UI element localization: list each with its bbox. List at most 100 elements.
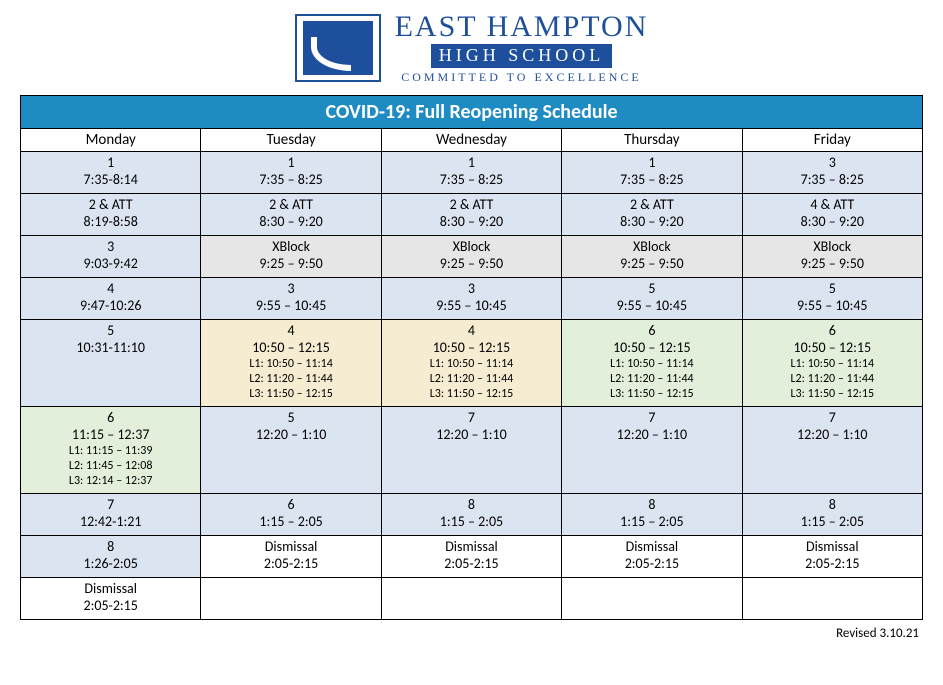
- schedule-cell: 39:55 – 10:45: [381, 277, 561, 319]
- school-motto: COMMITTED TO EXCELLENCE: [395, 70, 649, 85]
- period-label: 8: [25, 538, 196, 556]
- period-label: 5: [747, 280, 918, 298]
- period-label: 6: [25, 409, 196, 427]
- schedule-cell: 512:20 – 1:10: [201, 406, 381, 493]
- time-label: 10:50 – 12:15: [747, 339, 918, 357]
- period-label: 6: [747, 322, 918, 340]
- time-label: 1:15 – 2:05: [747, 513, 918, 531]
- period-label: 4 & ATT: [747, 196, 918, 214]
- day-header: Friday: [742, 128, 922, 151]
- lunch-line: L1: 10:50 – 11:14: [747, 357, 918, 372]
- period-label: XBlock: [747, 238, 918, 256]
- schedule-cell: 712:20 – 1:10: [742, 406, 922, 493]
- schedule-cell: 17:35 – 8:25: [201, 151, 381, 193]
- time-label: 8:30 – 9:20: [566, 213, 737, 231]
- lunch-line: L2: 11:20 – 11:44: [386, 372, 557, 387]
- period-label: XBlock: [205, 238, 376, 256]
- period-label: 7: [566, 409, 737, 427]
- period-label: 6: [205, 496, 376, 514]
- lunch-line: L1: 10:50 – 11:14: [205, 357, 376, 372]
- period-label: Dismissal: [566, 538, 737, 556]
- time-label: 12:20 – 1:10: [747, 426, 918, 444]
- schedule-cell: 2 & ATT8:30 – 9:20: [562, 193, 742, 235]
- period-label: 5: [25, 322, 196, 340]
- lunch-line: L3: 11:50 – 12:15: [747, 387, 918, 402]
- schedule-cell: 611:15 – 12:37L1: 11:15 – 11:39L2: 11:45…: [21, 406, 201, 493]
- time-label: 8:30 – 9:20: [747, 213, 918, 231]
- lunch-line: L3: 11:50 – 12:15: [205, 387, 376, 402]
- schedule-cell: [562, 577, 742, 619]
- schedule-cell: 17:35 – 8:25: [381, 151, 561, 193]
- period-label: XBlock: [566, 238, 737, 256]
- schedule-cell: 81:26-2:05: [21, 535, 201, 577]
- schedule-cell: Dismissal2:05-2:15: [562, 535, 742, 577]
- period-label: Dismissal: [747, 538, 918, 556]
- time-label: 10:50 – 12:15: [566, 339, 737, 357]
- schedule-row: 2 & ATT8:19-8:582 & ATT8:30 – 9:202 & AT…: [21, 193, 923, 235]
- schedule-cell: 610:50 – 12:15L1: 10:50 – 11:14L2: 11:20…: [742, 319, 922, 406]
- time-label: 12:20 – 1:10: [205, 426, 376, 444]
- time-label: 9:55 – 10:45: [747, 297, 918, 315]
- period-label: 3: [25, 238, 196, 256]
- time-label: 9:47-10:26: [25, 297, 196, 315]
- lunch-lines: L1: 10:50 – 11:14L2: 11:20 – 11:44L3: 11…: [747, 357, 918, 402]
- time-label: 11:15 – 12:37: [25, 426, 196, 444]
- time-label: 12:42-1:21: [25, 513, 196, 531]
- schedule-cell: 37:35 – 8:25: [742, 151, 922, 193]
- schedule-cell: 81:15 – 2:05: [381, 493, 561, 535]
- schedule-cell: 510:31-11:10: [21, 319, 201, 406]
- schedule-cell: [201, 577, 381, 619]
- period-label: 3: [747, 154, 918, 172]
- schedule-row: 49:47-10:2639:55 – 10:4539:55 – 10:4559:…: [21, 277, 923, 319]
- schedule-cell: XBlock9:25 – 9:50: [562, 235, 742, 277]
- schedule-cell: Dismissal2:05-2:15: [201, 535, 381, 577]
- lunch-line: L2: 11:20 – 11:44: [747, 372, 918, 387]
- time-label: 7:35 – 8:25: [566, 171, 737, 189]
- school-text: EAST HAMPTON HIGH SCHOOL COMMITTED TO EX…: [395, 12, 649, 85]
- lunch-line: L1: 10:50 – 11:14: [386, 357, 557, 372]
- day-header: Monday: [21, 128, 201, 151]
- lunch-lines: L1: 10:50 – 11:14L2: 11:20 – 11:44L3: 11…: [566, 357, 737, 402]
- schedule-cell: 17:35 – 8:25: [562, 151, 742, 193]
- time-label: 10:31-11:10: [25, 339, 196, 357]
- time-label: 8:30 – 9:20: [386, 213, 557, 231]
- time-label: 12:20 – 1:10: [566, 426, 737, 444]
- period-label: 2 & ATT: [205, 196, 376, 214]
- schedule-cell: 61:15 – 2:05: [201, 493, 381, 535]
- time-label: 8:19-8:58: [25, 213, 196, 231]
- schedule-cell: 610:50 – 12:15L1: 10:50 – 11:14L2: 11:20…: [562, 319, 742, 406]
- period-label: 8: [386, 496, 557, 514]
- schedule-row: 510:31-11:10410:50 – 12:15L1: 10:50 – 11…: [21, 319, 923, 406]
- schedule-cell: 410:50 – 12:15L1: 10:50 – 11:14L2: 11:20…: [201, 319, 381, 406]
- schedule-cell: 712:20 – 1:10: [562, 406, 742, 493]
- time-label: 7:35 – 8:25: [386, 171, 557, 189]
- lunch-lines: L1: 10:50 – 11:14L2: 11:20 – 11:44L3: 11…: [205, 357, 376, 402]
- period-label: 1: [205, 154, 376, 172]
- lunch-line: L2: 11:20 – 11:44: [205, 372, 376, 387]
- time-label: 1:15 – 2:05: [566, 513, 737, 531]
- schedule-cell: 2 & ATT8:30 – 9:20: [201, 193, 381, 235]
- schedule-cell: 410:50 – 12:15L1: 10:50 – 11:14L2: 11:20…: [381, 319, 561, 406]
- schedule-cell: Dismissal2:05-2:15: [21, 577, 201, 619]
- period-label: 5: [566, 280, 737, 298]
- time-label: 1:26-2:05: [25, 555, 196, 573]
- period-label: 8: [566, 496, 737, 514]
- time-label: 10:50 – 12:15: [386, 339, 557, 357]
- time-label: 9:25 – 9:50: [205, 255, 376, 273]
- time-label: 9:55 – 10:45: [566, 297, 737, 315]
- time-label: 2:05-2:15: [566, 555, 737, 573]
- time-label: 12:20 – 1:10: [386, 426, 557, 444]
- schedule-cell: 49:47-10:26: [21, 277, 201, 319]
- schedule-cell: 39:55 – 10:45: [201, 277, 381, 319]
- time-label: 7:35 – 8:25: [747, 171, 918, 189]
- schedule-cell: 39:03-9:42: [21, 235, 201, 277]
- schedule-cell: 59:55 – 10:45: [562, 277, 742, 319]
- time-label: 9:25 – 9:50: [386, 255, 557, 273]
- period-label: 2 & ATT: [386, 196, 557, 214]
- period-label: 1: [25, 154, 196, 172]
- period-label: 7: [25, 496, 196, 514]
- schedule-row: 39:03-9:42XBlock9:25 – 9:50XBlock9:25 – …: [21, 235, 923, 277]
- period-label: 4: [25, 280, 196, 298]
- schedule-cell: Dismissal2:05-2:15: [381, 535, 561, 577]
- schedule-row: Dismissal2:05-2:15: [21, 577, 923, 619]
